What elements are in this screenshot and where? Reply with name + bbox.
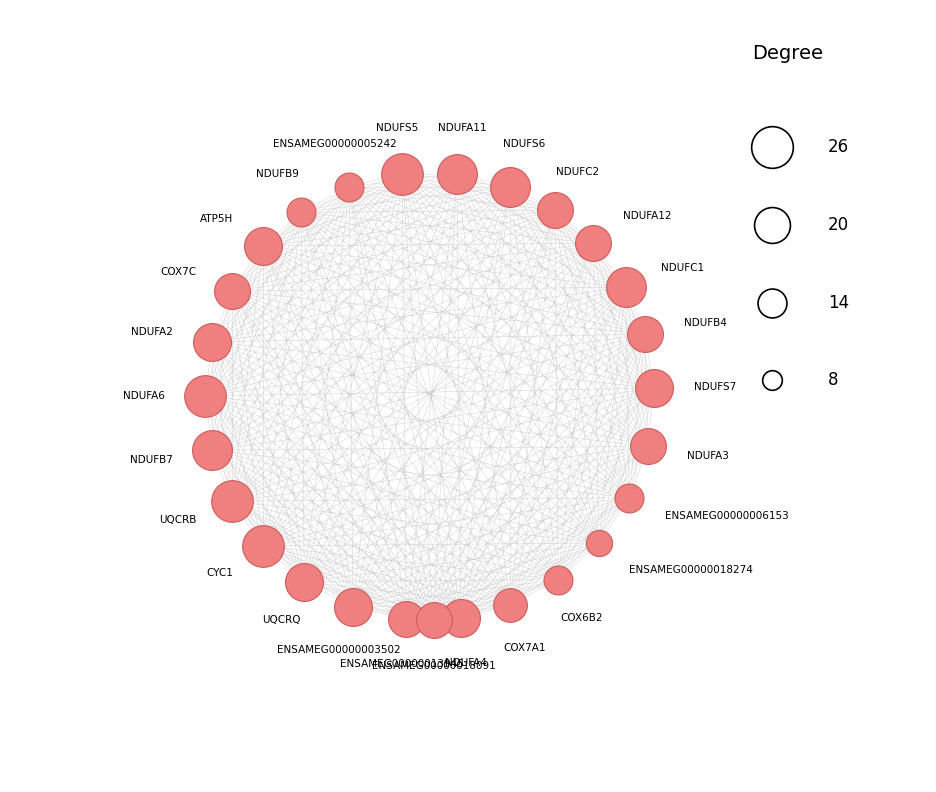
Point (764, 296, 779, 309)
Text: 20: 20 (827, 215, 848, 234)
Text: NDUFB4: NDUFB4 (683, 318, 726, 328)
Text: ENSAMEG00000013945: ENSAMEG00000013945 (340, 659, 463, 669)
Text: NDUFA3: NDUFA3 (687, 451, 728, 460)
Text: Degree: Degree (752, 44, 822, 63)
Text: 26: 26 (827, 138, 848, 156)
Point (585, 237, 600, 249)
Point (764, 219, 779, 231)
Point (197, 390, 212, 402)
Text: ENSAMEG00000018274: ENSAMEG00000018274 (629, 565, 753, 574)
Text: NDUFA4: NDUFA4 (445, 658, 487, 668)
Point (398, 612, 413, 625)
Point (426, 614, 441, 626)
Point (645, 382, 660, 394)
Point (622, 491, 636, 504)
Point (502, 181, 517, 193)
Text: COX7A1: COX7A1 (503, 643, 545, 653)
Text: ENSAMEG00000003502: ENSAMEG00000003502 (277, 645, 401, 655)
Point (256, 539, 271, 552)
Text: NDUFB9: NDUFB9 (256, 169, 299, 179)
Point (394, 167, 409, 180)
Point (640, 440, 655, 453)
Text: COX6B2: COX6B2 (560, 613, 602, 623)
Text: NDUFB7: NDUFB7 (130, 455, 173, 465)
Text: ENSAMEG00000018091: ENSAMEG00000018091 (372, 661, 495, 671)
Text: NDUFA6: NDUFA6 (123, 391, 165, 401)
Point (449, 167, 464, 180)
Point (297, 576, 312, 588)
Text: NDUFA12: NDUFA12 (622, 211, 671, 221)
Point (636, 328, 651, 341)
Point (591, 537, 606, 550)
Text: ENSAMEG00000005242: ENSAMEG00000005242 (272, 139, 396, 149)
Point (204, 336, 219, 348)
Text: 8: 8 (827, 371, 838, 390)
Text: UQCRQ: UQCRQ (262, 615, 300, 626)
Text: UQCRB: UQCRB (158, 516, 196, 525)
Text: NDUFC2: NDUFC2 (555, 166, 598, 177)
Text: NDUFC1: NDUFC1 (660, 263, 703, 272)
Point (453, 611, 468, 624)
Text: NDUFS7: NDUFS7 (694, 382, 736, 392)
Point (547, 204, 562, 216)
Text: CYC1: CYC1 (206, 568, 233, 578)
Point (502, 599, 517, 611)
Point (764, 374, 779, 386)
Text: ENSAMEG00000006153: ENSAMEG00000006153 (665, 511, 788, 521)
Text: 14: 14 (827, 294, 848, 311)
Point (345, 600, 360, 613)
Text: NDUFA2: NDUFA2 (131, 327, 173, 337)
Point (224, 495, 239, 508)
Point (224, 284, 239, 297)
Text: ATP5H: ATP5H (199, 214, 233, 224)
Point (256, 240, 271, 253)
Text: NDUFA11: NDUFA11 (437, 124, 486, 133)
Text: COX7C: COX7C (160, 267, 196, 276)
Text: NDUFS6: NDUFS6 (503, 139, 545, 149)
Point (204, 444, 219, 456)
Point (550, 573, 565, 586)
Text: NDUFS5: NDUFS5 (376, 124, 418, 133)
Point (764, 141, 779, 154)
Point (342, 181, 357, 193)
Point (293, 206, 308, 219)
Point (618, 281, 633, 294)
